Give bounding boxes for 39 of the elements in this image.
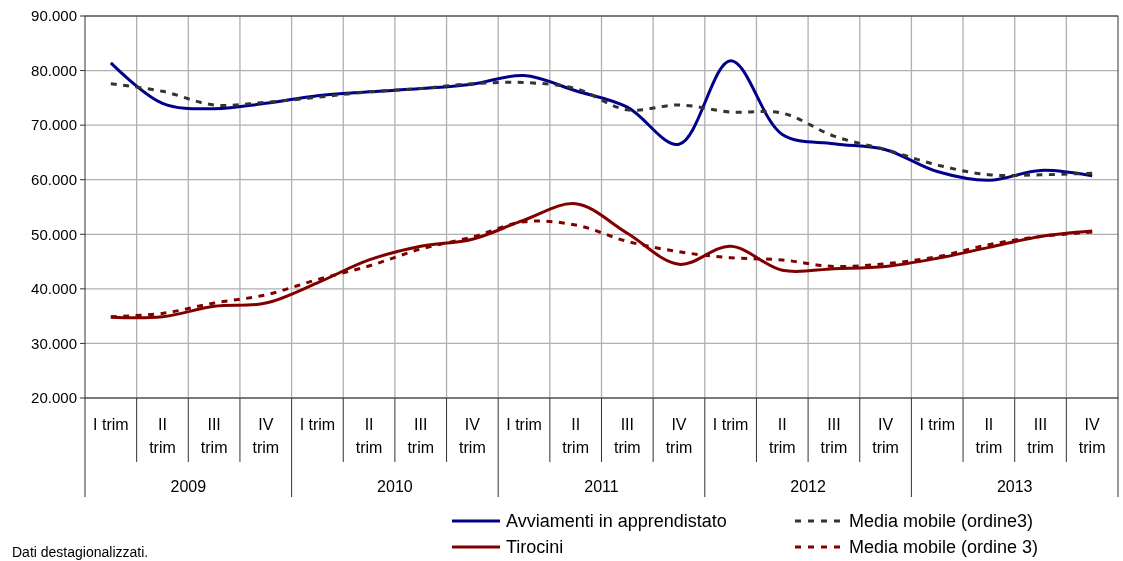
- line-series: [109, 80, 1094, 178]
- y-tick-label: 90.000: [31, 7, 77, 25]
- legend-label: Media mobile (ordine 3): [849, 537, 1039, 558]
- x-tick-label: II trim: [768, 416, 796, 456]
- x-tick-label: II trim: [975, 416, 1003, 456]
- text: 2013: [996, 478, 1033, 495]
- y-tick-label: 30.000: [31, 334, 77, 352]
- x-tick-label: I trim: [919, 416, 955, 433]
- y-tick-label: 80.000: [31, 61, 77, 79]
- y-tick-label: 40.000: [31, 280, 77, 298]
- text: 2011: [584, 478, 619, 495]
- text: 2009: [170, 478, 207, 495]
- x-tick-label: IV trim: [459, 416, 486, 456]
- x-tick-label: III trim: [200, 416, 228, 456]
- x-tick-label: IV trim: [1078, 416, 1106, 456]
- text: Dati destagionalizzati.: [12, 544, 149, 560]
- x-tick-label: IV trim: [872, 416, 899, 456]
- x-tick-label: IV trim: [252, 416, 280, 456]
- y-tick-label: 50.000: [31, 225, 77, 243]
- legend-label: Tirocini: [506, 537, 564, 558]
- x-tick-label: II trim: [562, 416, 589, 456]
- text: 2012: [790, 478, 826, 495]
- x-tick-label: II trim: [149, 416, 176, 456]
- x-tick-label: III trim: [614, 416, 641, 456]
- y-tick-label: 60.000: [31, 170, 77, 188]
- legend-label: Media mobile (ordine3): [849, 511, 1034, 532]
- x-tick-label: III trim: [1027, 416, 1054, 456]
- x-tick-label: I trim: [299, 416, 336, 433]
- x-tick-label: III trim: [820, 416, 848, 456]
- legend-label: Avviamenti in apprendistato: [506, 511, 727, 532]
- x-tick-label: I trim: [93, 416, 129, 433]
- x-tick-label: I trim: [506, 416, 542, 433]
- x-tick-label: III trim: [407, 416, 435, 456]
- x-tick-label: IV trim: [665, 416, 693, 456]
- x-tick-label: I trim: [712, 416, 749, 433]
- x-tick-label: II trim: [355, 416, 383, 456]
- y-tick-label: 70.000: [31, 116, 77, 134]
- text: 2010: [377, 478, 413, 495]
- y-tick-label: 20.000: [31, 389, 77, 407]
